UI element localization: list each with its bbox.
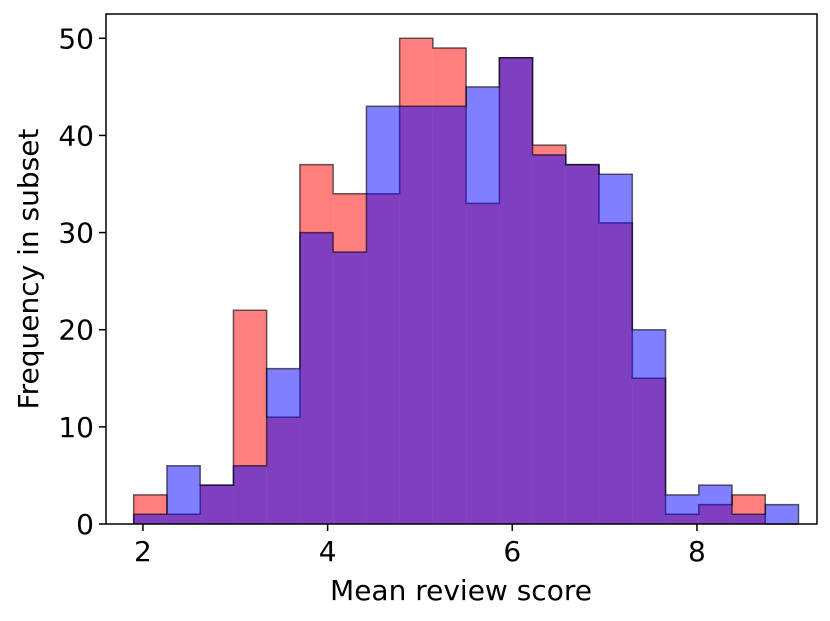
y-axis-label: Frequency in subset: [12, 129, 45, 410]
x-tick-label: 2: [134, 535, 152, 568]
histogram-bar: [632, 329, 666, 524]
x-axis-label: Mean review score: [330, 574, 592, 607]
x-tick-label: 4: [319, 535, 337, 568]
x-axis-ticks: 2 4 6 8: [134, 524, 706, 568]
histogram-bar: [233, 465, 267, 524]
y-tick-label: 40: [58, 119, 94, 152]
histogram-bar: [299, 232, 334, 525]
histogram-bar: [565, 164, 600, 525]
histogram-bar: [200, 485, 234, 524]
histogram-bar: [466, 86, 500, 524]
histogram-bar: [432, 106, 467, 525]
histogram-bar: [698, 485, 733, 524]
y-tick-label: 10: [58, 411, 94, 444]
histogram-bar: [665, 494, 699, 524]
histogram-bar: [499, 57, 533, 524]
y-tick-label: 20: [58, 314, 94, 347]
histogram-bar: [599, 174, 633, 525]
series-2: [132, 56, 800, 525]
histogram-bar: [133, 514, 167, 524]
histogram-bar: [366, 106, 400, 525]
x-tick-label: 6: [503, 535, 521, 568]
y-tick-label: 30: [58, 217, 94, 250]
histogram-bar: [532, 154, 566, 524]
histogram-bar: [333, 252, 367, 524]
histogram-outline: [132, 56, 800, 524]
histogram-bar: [765, 504, 799, 524]
y-tick-label: 0: [76, 508, 94, 541]
histogram-bar: [166, 465, 201, 524]
x-tick-label: 8: [688, 535, 706, 568]
y-axis-ticks: 0 10 20 30 40 50: [58, 22, 106, 541]
y-tick-label: 50: [58, 22, 94, 55]
bars-layer: [132, 37, 800, 525]
plot-frame: [105, 13, 818, 525]
histogram-bar: [732, 514, 766, 524]
histogram-bar: [266, 368, 300, 524]
histogram-bar: [399, 106, 433, 525]
